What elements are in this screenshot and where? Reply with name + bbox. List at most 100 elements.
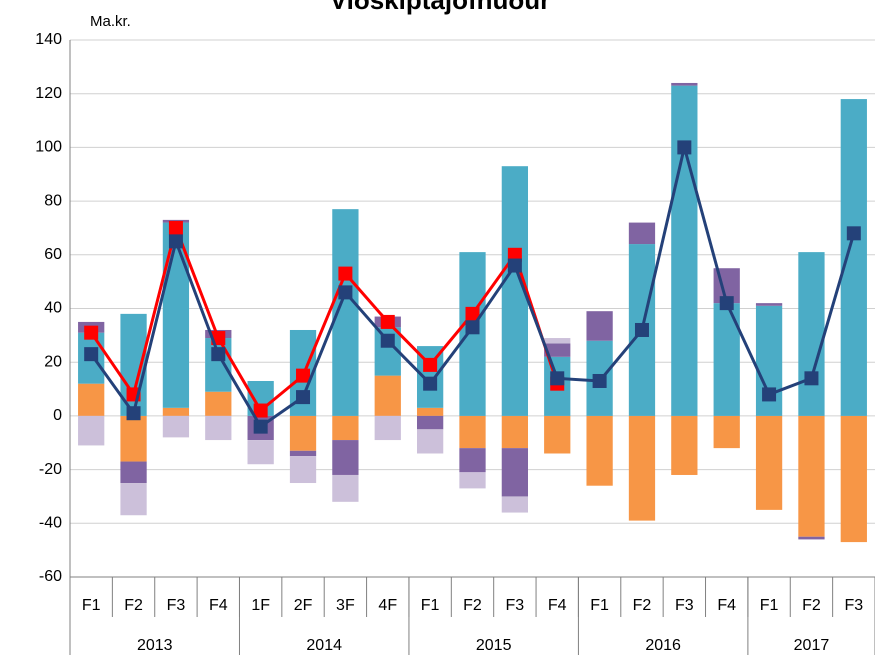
- bar-segment: [544, 415, 571, 454]
- y-tick-label: 60: [44, 246, 62, 263]
- bar-segment: [755, 303, 783, 306]
- x-tick-label: 3F: [336, 597, 355, 614]
- line-marker: [465, 306, 480, 321]
- bar-segment: [798, 536, 825, 540]
- bar-segment: [416, 429, 444, 454]
- x-tick-label: F1: [590, 597, 609, 614]
- bar-segment: [162, 415, 190, 438]
- line-marker: [423, 376, 438, 391]
- bar-segment: [332, 440, 359, 475]
- bar-segment: [289, 415, 317, 451]
- bar-segment: [459, 415, 486, 449]
- bar-segment: [544, 338, 571, 344]
- bar-segment: [755, 415, 783, 510]
- x-tick-label: 1F: [251, 597, 270, 614]
- line-marker: [719, 296, 734, 311]
- bar-segment: [289, 450, 317, 457]
- line-marker: [465, 320, 480, 335]
- bar-segment: [205, 338, 232, 392]
- x-tick-label: F4: [209, 597, 228, 614]
- y-tick-label: 100: [35, 139, 62, 156]
- bar-segment: [289, 456, 317, 484]
- line-marker: [846, 226, 861, 241]
- bar-segment: [840, 415, 867, 543]
- bar-segment: [840, 99, 867, 416]
- y-tick-label: 20: [44, 353, 62, 370]
- bar-segment: [713, 415, 740, 449]
- line-marker: [211, 347, 226, 362]
- line-marker: [296, 390, 311, 405]
- line: [89, 223, 559, 413]
- bar-segment: [501, 448, 529, 497]
- x-tick-label: F2: [463, 597, 482, 614]
- y-axis-label: Ma.kr.: [90, 13, 131, 30]
- y-tick-label: 80: [44, 192, 62, 209]
- y-tick-label: 40: [44, 300, 62, 317]
- line-marker: [253, 419, 268, 434]
- bar-segment: [798, 415, 825, 537]
- y-tick-label: -60: [39, 568, 62, 585]
- bar-segment: [247, 440, 274, 465]
- y-tick-label: 0: [53, 407, 62, 424]
- bar-segment: [78, 383, 105, 416]
- y-tick-label: -40: [39, 515, 62, 532]
- chart-title: Viðskiptajöfnuður: [330, 0, 551, 15]
- bar-segment: [544, 343, 571, 357]
- x-tick-label: F1: [760, 597, 779, 614]
- x-tick-label: F4: [548, 597, 567, 614]
- line-marker: [296, 368, 311, 383]
- line-marker: [253, 403, 268, 418]
- line-marker: [338, 285, 353, 300]
- line-marker: [168, 234, 183, 249]
- bar-segment: [78, 415, 105, 446]
- bar-segment: [332, 415, 359, 441]
- line-marker: [634, 322, 649, 337]
- line-marker: [677, 140, 692, 155]
- x-tick-label: F3: [506, 597, 525, 614]
- x-tick-label: F2: [124, 597, 143, 614]
- group-label: 2017: [794, 637, 830, 654]
- bar-segment: [628, 222, 656, 245]
- x-tick-label: F3: [844, 597, 863, 614]
- bar-segment: [628, 415, 656, 521]
- bar-segment: [671, 82, 698, 86]
- bar-segment: [586, 415, 613, 486]
- line-marker: [168, 220, 183, 235]
- group-label: 2016: [645, 637, 681, 654]
- x-tick-label: F4: [717, 597, 736, 614]
- line-marker: [126, 406, 141, 421]
- bar-segment: [501, 496, 529, 513]
- x-tick-label: F3: [167, 597, 186, 614]
- line-marker: [84, 347, 99, 362]
- line-marker: [507, 247, 522, 262]
- group-label: 2014: [306, 637, 342, 654]
- bar-segment: [374, 415, 401, 441]
- y-tick-label: 140: [35, 31, 62, 48]
- bar-segment: [332, 474, 359, 502]
- x-tick-label: F2: [633, 597, 652, 614]
- bar-segment: [416, 415, 444, 430]
- bar-segment: [205, 391, 232, 416]
- bar-segment: [501, 415, 529, 449]
- line-marker: [550, 371, 565, 386]
- line-marker: [507, 258, 522, 273]
- bar-segment: [671, 415, 698, 475]
- x-tick-label: F1: [421, 597, 440, 614]
- line-marker: [592, 373, 607, 388]
- bar-segment: [374, 375, 401, 416]
- x-tick-label: 2F: [294, 597, 313, 614]
- line-marker: [804, 371, 819, 386]
- line-marker: [338, 266, 353, 281]
- bar-segment: [671, 85, 698, 416]
- line-marker: [380, 314, 395, 329]
- line-marker: [762, 387, 777, 402]
- line-marker: [423, 357, 438, 372]
- bar-segment: [459, 472, 486, 489]
- bar-segment: [120, 415, 147, 462]
- bar-segment: [416, 407, 444, 416]
- y-tick-label: -20: [39, 461, 62, 478]
- bar-segment: [798, 252, 825, 416]
- bar-segment: [459, 448, 486, 473]
- bar-segment: [205, 415, 232, 441]
